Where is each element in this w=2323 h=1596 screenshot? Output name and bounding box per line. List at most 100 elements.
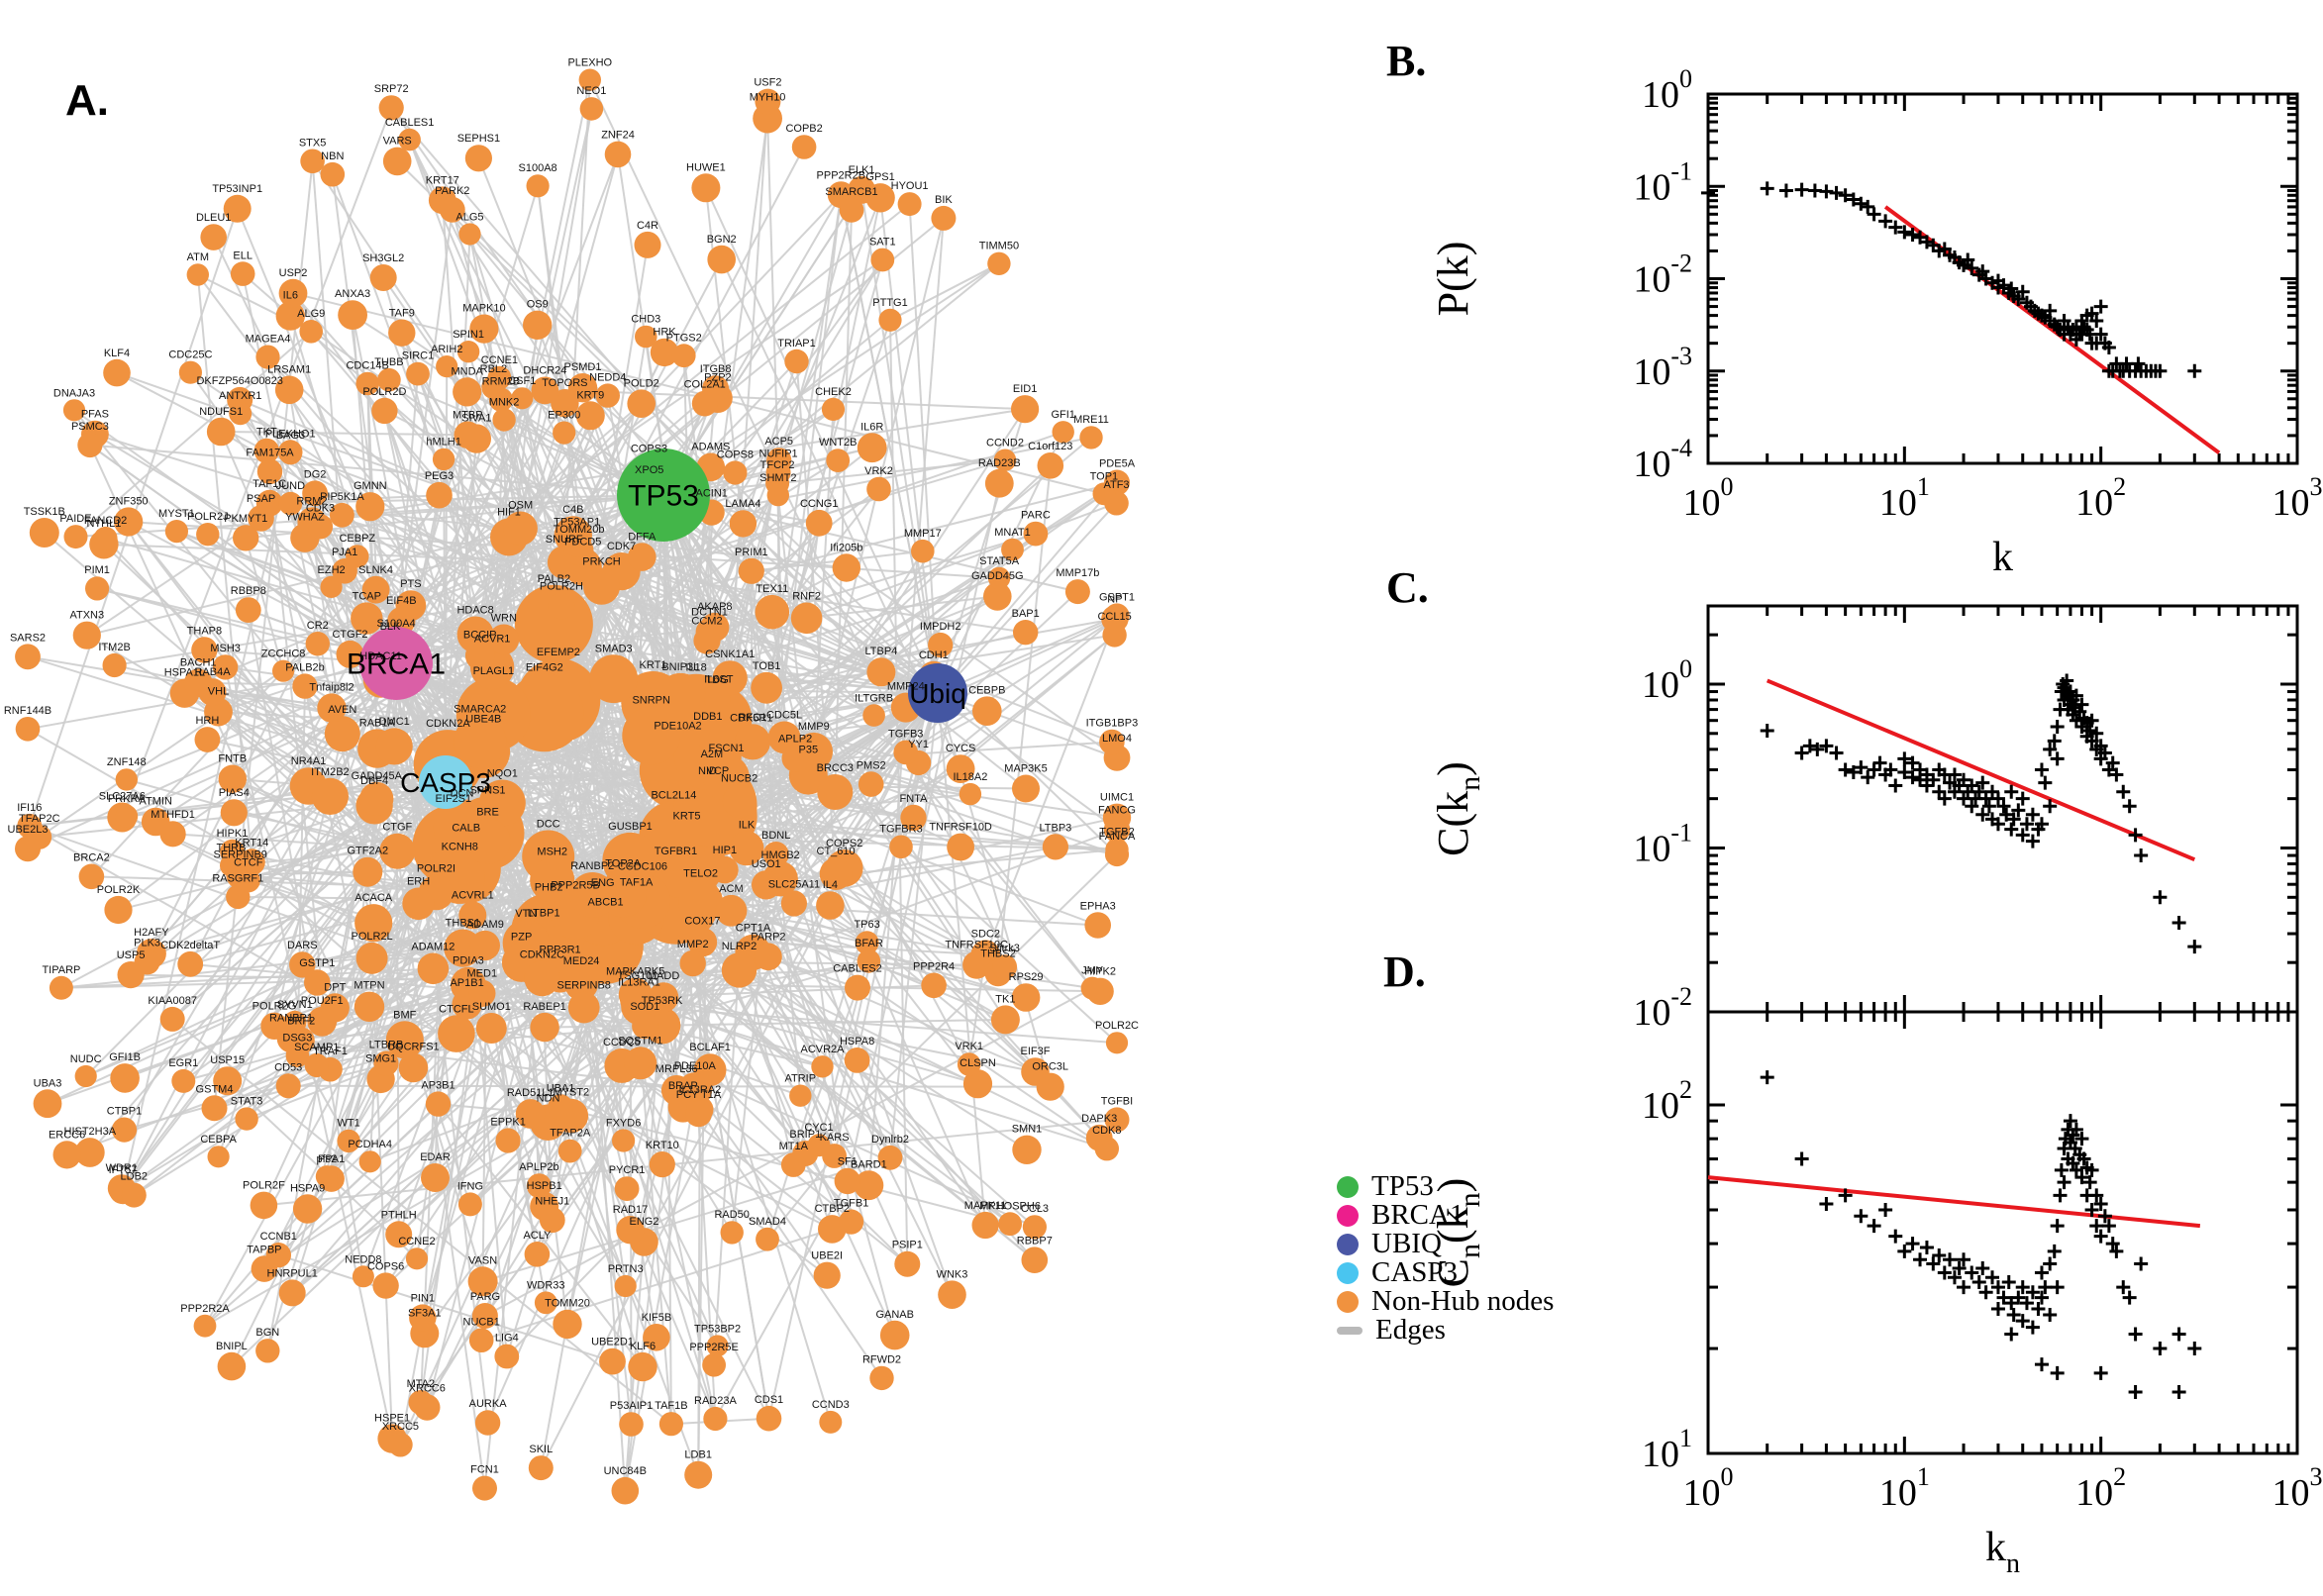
network-node	[198, 678, 227, 707]
data-point-plus	[2015, 284, 2030, 299]
network-node	[693, 627, 721, 654]
network-node	[816, 891, 845, 920]
data-point-plus	[1897, 764, 1912, 779]
data-point-plus	[2043, 1256, 2058, 1271]
gene-label: UNC84B	[604, 1465, 647, 1477]
gene-label: PARG	[470, 1291, 500, 1303]
network-node	[355, 942, 388, 974]
gene-label: CCDC5	[603, 1037, 641, 1048]
data-point-plus	[1888, 220, 1903, 235]
network-node	[879, 1320, 910, 1350]
gene-label: SERPINB9	[213, 848, 266, 860]
gene-label: XRCC6	[409, 1382, 446, 1394]
gene-label: TSSK1B	[24, 506, 65, 518]
data-point-plus	[1854, 760, 1868, 775]
data-point-plus	[1961, 252, 1975, 267]
gene-label: ACLY	[523, 1230, 552, 1242]
gene-label: CCNB1	[260, 1231, 297, 1243]
network-edge	[320, 525, 939, 694]
network-node	[220, 853, 243, 877]
network-edge	[481, 841, 489, 1282]
network-node	[85, 576, 110, 601]
network-node	[957, 1052, 981, 1076]
gene-label: YY1	[908, 739, 929, 750]
gene-label: TGFB1	[834, 1197, 868, 1209]
gene-label: DMC1	[379, 716, 410, 728]
data-point-plus	[1760, 723, 1774, 738]
gene-label: HDAC11	[359, 650, 402, 662]
gene-label: MED1	[467, 968, 498, 980]
gene-label: RFC1	[739, 712, 767, 724]
network-node	[990, 1005, 1020, 1035]
network-node	[622, 706, 681, 765]
network-node	[805, 509, 833, 537]
network-node	[1104, 603, 1130, 629]
network-node	[735, 724, 768, 757]
network-node	[398, 1052, 429, 1083]
data-point-plus	[1846, 764, 1861, 779]
gene-label: COPS2	[826, 838, 862, 849]
network-node	[1092, 482, 1116, 506]
data-point-plus	[2054, 1162, 2069, 1177]
gene-label: Ifi205b	[830, 542, 862, 553]
gene-label: PTTG1	[872, 297, 907, 309]
network-edge	[641, 555, 1113, 744]
gene-label: SKIL	[529, 1444, 553, 1455]
network-node	[548, 1094, 574, 1121]
gene-label: MAPK10	[462, 302, 505, 314]
gene-label: TELO2	[683, 868, 718, 880]
gene-label: HIPK1	[217, 828, 249, 840]
gene-label: SNRPN	[632, 695, 670, 707]
gene-label: TRAF1	[313, 1046, 348, 1057]
network-node	[426, 481, 453, 509]
network-node	[807, 1134, 831, 1157]
gene-label: ENG2	[630, 1216, 659, 1228]
network-node	[998, 1212, 1022, 1237]
network-node	[289, 951, 316, 978]
gene-label: PIM1	[84, 564, 110, 576]
network-node	[862, 704, 885, 727]
network-node	[1094, 1137, 1120, 1161]
gene-label: BLK	[380, 621, 401, 633]
network-node	[987, 251, 1011, 275]
network-edge	[937, 692, 987, 1226]
network-node	[756, 1405, 782, 1432]
data-point-plus	[1996, 799, 2011, 814]
network-node	[706, 1335, 729, 1357]
network-node	[614, 1274, 637, 1298]
network-node	[338, 300, 367, 330]
network-node	[1012, 1135, 1042, 1165]
network-node	[755, 594, 790, 630]
svg-text:101​: 101​	[1879, 472, 1930, 524]
data-point-plus	[2153, 363, 2168, 378]
gene-label: IMPDH2	[920, 621, 961, 633]
gene-label: PZP2	[704, 371, 732, 383]
gene-label: CT_610	[817, 846, 856, 857]
gene-label: PLK3	[134, 938, 160, 949]
gene-label: ACVR1	[474, 634, 511, 646]
data-point-plus	[1965, 1265, 1979, 1280]
network-node	[1022, 1215, 1047, 1240]
data-point-plus	[2025, 807, 2040, 822]
gene-label: RPS29	[1009, 971, 1044, 983]
network-edge	[770, 612, 853, 1223]
gene-label: POLD2	[624, 377, 659, 389]
network-node	[723, 460, 748, 485]
svg-text:101​: 101​	[1879, 1462, 1930, 1514]
gene-label: SIRC1	[402, 350, 434, 362]
gene-label: ELK1	[849, 164, 875, 176]
data-point-plus	[2116, 784, 2131, 799]
gene-label: PPP2R5B	[551, 880, 600, 892]
network-node	[1080, 976, 1104, 1000]
network-edge	[724, 618, 1116, 871]
network-node	[409, 1304, 437, 1332]
gene-label: RNF2	[792, 591, 821, 603]
gene-label: CYCS	[946, 743, 976, 754]
network-edge	[206, 739, 483, 995]
network-node	[599, 1347, 626, 1375]
network-node	[582, 567, 621, 605]
network-node	[938, 1280, 966, 1309]
gene-label: KRT9	[576, 389, 604, 401]
gene-label: RAD23B	[978, 457, 1021, 469]
gene-label: TGFBI	[1101, 1095, 1133, 1107]
